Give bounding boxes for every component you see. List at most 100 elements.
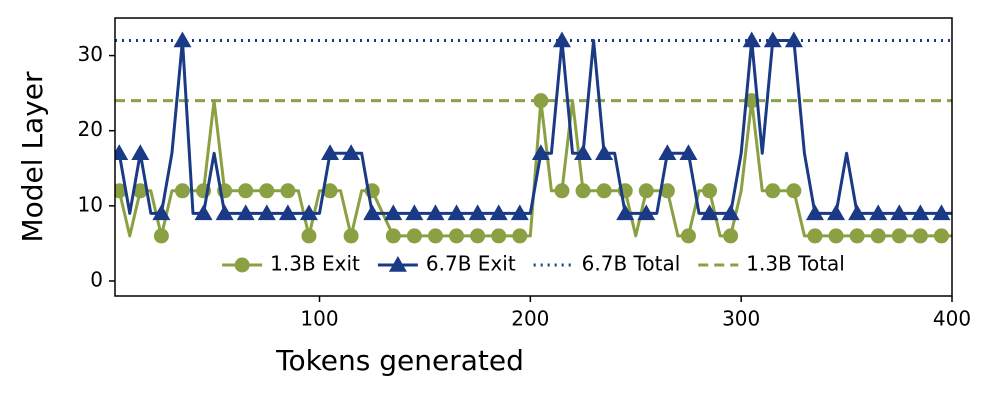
marker [132, 183, 148, 199]
marker [891, 228, 907, 244]
marker [805, 204, 824, 221]
marker [680, 228, 696, 244]
marker [554, 183, 570, 199]
marker [405, 204, 424, 221]
marker [637, 204, 656, 221]
marker [238, 183, 254, 199]
marker [278, 204, 297, 221]
y-tick-label: 10 [78, 192, 103, 216]
marker [531, 144, 550, 160]
y-tick-label: 0 [90, 267, 103, 291]
marker [932, 204, 951, 221]
marker [510, 204, 529, 221]
marker [470, 228, 486, 244]
x-tick-label: 200 [511, 307, 549, 331]
legend: 1.3B Exit 6.7B Exit 6.7B Total 1.3B Total [214, 245, 853, 285]
marker [363, 204, 382, 221]
legend-label: 1.3B Exit [270, 252, 360, 276]
plot-area [115, 31, 952, 244]
marker [911, 204, 930, 221]
marker [744, 93, 760, 109]
legend-item: 1.3B Total [698, 252, 845, 276]
legend-label: 6.7B Total [582, 252, 681, 276]
marker [742, 31, 761, 48]
marker [848, 204, 867, 221]
marker [616, 204, 635, 221]
legend-item: 6.7B Exit [377, 252, 516, 276]
marker [468, 204, 487, 221]
marker [236, 204, 255, 221]
marker [658, 144, 677, 160]
x-tick-label: 400 [933, 307, 971, 331]
marker [342, 144, 361, 160]
marker [721, 204, 740, 221]
marker [491, 228, 507, 244]
marker [280, 183, 296, 199]
marker [384, 204, 403, 221]
marker [765, 183, 781, 199]
x-tick-label: 300 [722, 307, 760, 331]
marker [870, 228, 886, 244]
marker [574, 144, 593, 160]
marker [489, 204, 508, 221]
x-tick-label: 100 [300, 307, 338, 331]
marker [385, 228, 401, 244]
y-tick-label: 30 [78, 42, 103, 66]
y-tick-label: 20 [78, 117, 103, 141]
marker [827, 204, 846, 221]
marker [638, 183, 654, 199]
marker [533, 93, 549, 109]
legend-box [214, 245, 853, 285]
marker [321, 144, 340, 160]
legend-label: 6.7B Exit [426, 252, 516, 276]
x-axis-label: Tokens generated [275, 344, 524, 377]
marker [784, 31, 803, 48]
marker [215, 204, 234, 221]
marker [131, 144, 150, 160]
marker [828, 228, 844, 244]
marker [596, 183, 612, 199]
marker [763, 31, 782, 48]
marker [152, 204, 171, 221]
marker [869, 204, 888, 221]
marker [115, 144, 129, 160]
marker [174, 183, 190, 199]
marker [552, 31, 571, 48]
marker [299, 204, 318, 221]
y-axis-label: Model Layer [16, 71, 49, 243]
plot-frame [114, 17, 953, 297]
marker [849, 228, 865, 244]
marker [807, 228, 823, 244]
marker [259, 183, 275, 199]
marker [301, 228, 317, 244]
marker [234, 257, 250, 273]
marker [426, 204, 445, 221]
marker [512, 228, 528, 244]
legend-item: 6.7B Total [533, 252, 681, 276]
marker [786, 183, 802, 199]
marker [173, 31, 192, 48]
legend-label: 1.3B Total [746, 252, 845, 276]
series-line [117, 39, 952, 215]
marker [447, 204, 466, 221]
marker [343, 228, 359, 244]
legend-item: 1.3B Exit [222, 252, 360, 276]
marker [933, 228, 949, 244]
marker [388, 256, 407, 272]
marker [427, 228, 443, 244]
marker [659, 183, 675, 199]
marker [575, 183, 591, 199]
marker [912, 228, 928, 244]
marker [322, 183, 338, 199]
marker [679, 144, 698, 160]
marker [406, 228, 422, 244]
marker [700, 204, 719, 221]
marker [257, 204, 276, 221]
marker [702, 183, 718, 199]
marker [153, 228, 169, 244]
marker [194, 204, 213, 221]
marker [449, 228, 465, 244]
marker [595, 144, 614, 160]
